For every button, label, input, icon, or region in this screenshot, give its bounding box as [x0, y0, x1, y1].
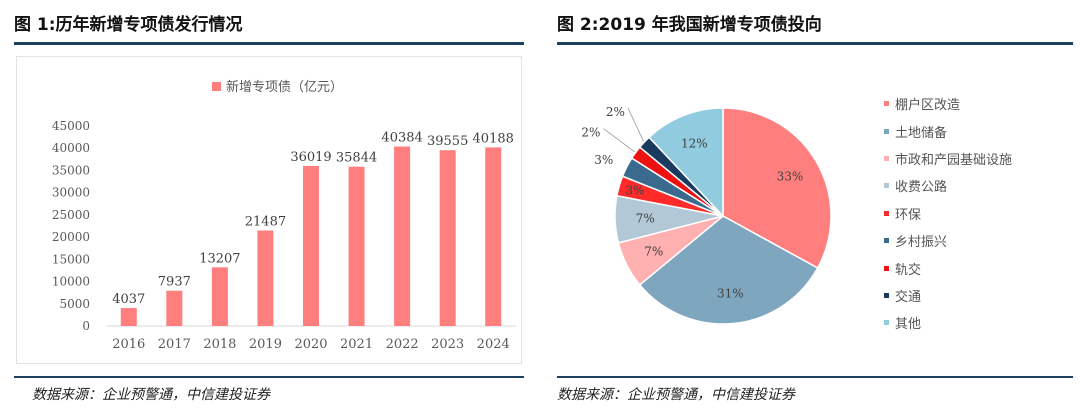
bar-value-label: 40384 — [381, 131, 422, 146]
pie-slice-label: 12% — [681, 137, 708, 151]
legend-item: 交通 — [884, 282, 1012, 309]
x-tick-label: 2017 — [158, 337, 191, 352]
bar-legend-label: 新增专项债（亿元） — [226, 79, 343, 95]
legend-item: 收费公路 — [884, 172, 1012, 199]
x-tick-label: 2019 — [249, 337, 282, 352]
pie-slice-label: 2% — [606, 105, 625, 119]
pie-slice-label: 33% — [777, 169, 804, 183]
legend-label: 轨交 — [895, 262, 922, 278]
bar-legend-swatch — [212, 82, 221, 91]
legend-swatch — [884, 183, 889, 189]
legend-item: 乡村振兴 — [884, 227, 1012, 254]
legend-swatch — [884, 155, 889, 161]
legend-swatch — [884, 101, 889, 107]
legend-item: 环保 — [884, 200, 1012, 227]
bar — [485, 147, 502, 326]
pie-slice — [638, 215, 819, 325]
x-tick-label: 2022 — [386, 337, 419, 352]
pie-slice-label: 7% — [636, 211, 655, 225]
bar-value-label: 39555 — [427, 134, 468, 149]
bar — [348, 166, 365, 326]
y-tick-label: 25000 — [52, 208, 90, 222]
legend-label: 交通 — [895, 289, 922, 305]
left-source-rule — [14, 376, 524, 378]
pie-slice-label: 31% — [717, 286, 744, 300]
y-tick-label: 10000 — [52, 275, 90, 289]
bar-value-label: 40188 — [473, 131, 514, 146]
bar-value-label: 36019 — [290, 150, 331, 165]
left-chart-frame — [16, 56, 522, 364]
bar — [303, 165, 319, 326]
legend-swatch — [884, 238, 889, 244]
y-tick-label: 0 — [82, 319, 90, 333]
legend-label: 其他 — [895, 317, 922, 333]
y-tick-label: 5000 — [59, 297, 90, 311]
legend-swatch — [884, 320, 889, 326]
x-tick-label: 2018 — [203, 337, 236, 352]
bar — [394, 146, 411, 326]
y-tick-label: 20000 — [52, 230, 90, 244]
right-source-note: 数据来源：企业预警通，中信建投证券 — [557, 387, 795, 403]
legend-swatch — [884, 210, 889, 216]
right-source-rule — [557, 376, 1073, 378]
bar-value-label: 35844 — [336, 151, 377, 166]
bar-value-label: 4037 — [112, 292, 145, 307]
bar — [211, 267, 228, 326]
legend-label: 市政和产园基础设施 — [895, 152, 1013, 168]
pie-slice-label: 2% — [581, 126, 600, 140]
legend-item: 市政和产园基础设施 — [884, 145, 1012, 172]
x-tick-label: 2024 — [477, 337, 510, 352]
legend-item: 轨交 — [884, 254, 1012, 281]
pie-chart: 33% 31% 7% 7% 3% 3% 2% 2% 12% — [581, 105, 832, 325]
left-source-note: 数据来源：企业预警通，中信建投证券 — [32, 387, 270, 403]
legend-label: 环保 — [895, 207, 922, 223]
pie-slice — [648, 107, 724, 218]
legend-label: 棚户区改造 — [895, 98, 961, 114]
bar — [166, 290, 183, 326]
bar-value-label: 7937 — [158, 275, 191, 290]
bar-value-label: 13207 — [199, 251, 240, 266]
legend-label: 乡村振兴 — [895, 235, 948, 251]
left-figure-title: 图 1:历年新增专项债发行情况 — [14, 15, 243, 35]
x-tick-label: 2016 — [112, 337, 145, 352]
legend-item: 其他 — [884, 309, 1012, 336]
legend-label: 收费公路 — [895, 180, 948, 196]
pie-slice — [722, 107, 832, 270]
y-tick-label: 45000 — [52, 119, 90, 133]
y-tick-label: 30000 — [52, 186, 90, 200]
right-figure-title: 图 2:2019 年我国新增专项债投向 — [557, 15, 822, 35]
x-tick-label: 2023 — [431, 337, 464, 352]
bar — [257, 230, 274, 326]
bar — [120, 308, 137, 326]
legend-item: 土地储备 — [884, 117, 1012, 144]
pie-leader-line — [627, 107, 644, 142]
legend-swatch — [884, 292, 889, 298]
y-tick-label: 15000 — [52, 252, 90, 266]
left-title-rule — [14, 42, 524, 45]
pie-slice-label: 3% — [594, 153, 613, 167]
bar-chart: 新增专项债（亿元） 0 5000 10000 15000 20000 25000 30000 3… — [52, 79, 516, 352]
right-title-rule — [557, 42, 1073, 45]
pie-leader-line — [603, 128, 635, 153]
y-tick-label: 35000 — [52, 163, 90, 177]
y-tick-label: 40000 — [52, 141, 90, 155]
bar-value-label: 21487 — [245, 215, 286, 230]
legend-swatch — [884, 128, 889, 134]
pie-legend: 棚户区改造土地储备市政和产园基础设施 收费公路环保乡村振兴轨交交通其他 — [884, 90, 1012, 337]
x-tick-label: 2021 — [340, 337, 373, 352]
legend-swatch — [884, 265, 889, 271]
x-tick-label: 2020 — [294, 337, 327, 352]
legend-item: 棚户区改造 — [884, 90, 1012, 117]
pie-slice-label: 3% — [625, 183, 644, 197]
pie-slice-label: 7% — [644, 244, 663, 258]
bar — [439, 150, 456, 326]
legend-label: 土地储备 — [895, 125, 948, 141]
